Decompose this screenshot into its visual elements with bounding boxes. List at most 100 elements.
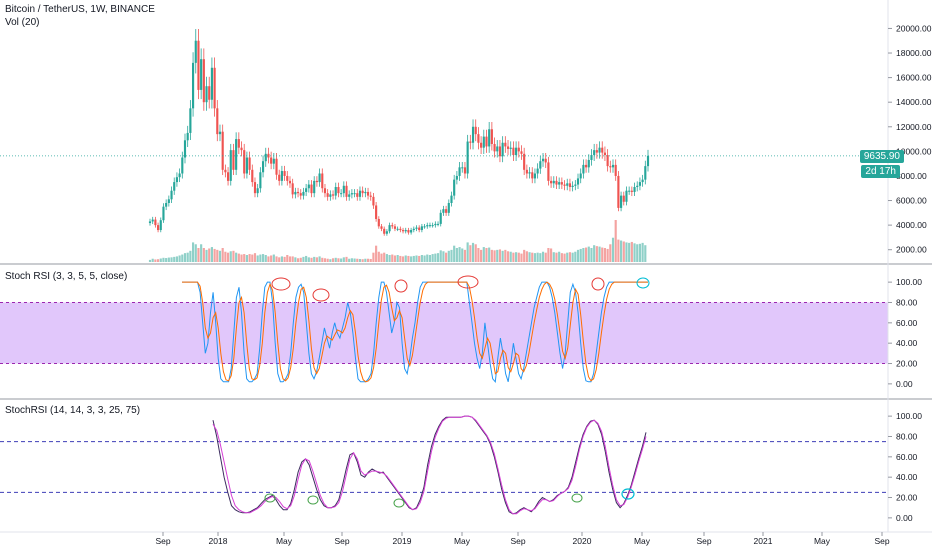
volume-bar xyxy=(218,250,222,262)
candle-body xyxy=(436,223,440,225)
candle-body xyxy=(278,174,281,181)
volume-bar xyxy=(501,250,504,262)
candle-body xyxy=(563,184,566,186)
candle-body xyxy=(213,67,216,109)
candle-body xyxy=(178,173,181,178)
volume-bar xyxy=(221,248,224,262)
volume-bar xyxy=(388,255,391,262)
volume-bar xyxy=(415,255,418,262)
last-price-badge: 9635.90 xyxy=(859,150,904,163)
candle-body xyxy=(181,157,184,174)
candle-body xyxy=(625,190,628,202)
time-tick-label: May xyxy=(454,536,471,546)
time-scale[interactable]: Sep 2018 May Sep 2019 May Sep 2020 May Sep 2021 May… xyxy=(155,532,890,546)
candle-body xyxy=(474,126,477,135)
candle-body xyxy=(305,188,308,192)
volume-bar xyxy=(641,242,644,262)
volume-bar xyxy=(547,248,550,262)
stochrsi-pane[interactable] xyxy=(0,415,888,515)
volume-bar xyxy=(321,257,324,262)
volume-bar xyxy=(323,258,327,262)
candle-body xyxy=(369,195,372,197)
volume-bar xyxy=(595,246,598,262)
candle-body xyxy=(558,182,561,185)
volume-bar xyxy=(525,251,528,262)
candle-body xyxy=(248,157,251,170)
candle-body xyxy=(539,161,542,169)
candle-body xyxy=(560,182,563,185)
candle-body xyxy=(420,226,423,231)
candle-body xyxy=(603,152,607,156)
volume-bar xyxy=(156,259,160,262)
stochrsi-title[interactable]: StochRSI (14, 14, 3, 3, 25, 75) xyxy=(5,405,141,416)
candle-body xyxy=(183,140,187,158)
volume-bar xyxy=(439,250,442,262)
stoch-rsi-title[interactable]: Stoch RSI (3, 3, 5, 5, close) xyxy=(5,271,128,282)
candle-body xyxy=(210,67,213,100)
volume-bar xyxy=(313,256,316,262)
volume-bar xyxy=(628,242,631,262)
volume-bar xyxy=(447,250,450,262)
candle-body xyxy=(609,166,612,168)
candle-body xyxy=(175,177,178,183)
candle-body xyxy=(331,194,335,196)
candle-body xyxy=(579,173,582,179)
candle-body xyxy=(245,157,248,174)
candle-body xyxy=(471,126,475,143)
symbol-title[interactable]: Bitcoin / TetherUS, 1W, BINANCE xyxy=(5,4,155,15)
volume-bar xyxy=(517,252,520,262)
volume-bar xyxy=(235,252,238,262)
volume-bar xyxy=(224,251,227,262)
volume-bar xyxy=(455,248,458,262)
candle-body xyxy=(270,157,273,164)
candle-body xyxy=(520,151,523,154)
volume-bar xyxy=(291,256,294,262)
candle-body xyxy=(291,183,294,195)
volume-bar xyxy=(614,220,617,262)
volume-bar xyxy=(541,251,545,262)
volume-bar xyxy=(466,242,469,262)
candle-body xyxy=(630,190,633,192)
candle-body xyxy=(229,150,232,181)
candle-body xyxy=(148,221,152,224)
candle-body xyxy=(550,180,553,184)
volume-bar xyxy=(496,249,499,262)
candle-body xyxy=(237,139,240,148)
drawing-annotations[interactable] xyxy=(264,275,650,508)
circle-annotation-green xyxy=(571,493,583,503)
volume-bar xyxy=(391,254,394,262)
candle-body xyxy=(173,182,176,191)
circle-annotation-cyan xyxy=(621,488,635,500)
candle-body xyxy=(614,164,617,176)
candle-body xyxy=(318,173,321,183)
volume-bar xyxy=(189,250,192,262)
volume-bar xyxy=(560,253,563,262)
volume-bar xyxy=(461,248,464,262)
candle-body xyxy=(453,179,456,196)
stoch-rsi-pane[interactable] xyxy=(0,281,888,383)
candle-body xyxy=(533,173,537,179)
candle-body xyxy=(638,182,642,186)
candle-body xyxy=(423,226,426,228)
candle-body xyxy=(391,225,394,227)
candle-body xyxy=(404,230,407,232)
candle-body xyxy=(216,108,219,135)
stochrsi-d-line xyxy=(212,415,647,515)
volume-bar xyxy=(574,251,577,262)
price-scale[interactable]: 20000.00 18000.00 16000.00 14000.00 12000.00… xyxy=(0,0,932,533)
candle-body xyxy=(480,142,483,148)
candle-body xyxy=(272,158,275,164)
candle-body xyxy=(383,228,386,234)
volume-bar xyxy=(552,252,555,262)
volume-title[interactable]: Vol (20) xyxy=(5,17,40,28)
price-pane[interactable] xyxy=(0,29,888,262)
candle-body xyxy=(154,219,157,226)
volume-bar xyxy=(288,256,292,262)
volume-bar xyxy=(533,253,537,262)
volume-bar xyxy=(412,255,415,262)
stochrsi-k-line xyxy=(212,415,647,515)
candle-body xyxy=(286,175,289,181)
candle-body xyxy=(445,209,448,213)
